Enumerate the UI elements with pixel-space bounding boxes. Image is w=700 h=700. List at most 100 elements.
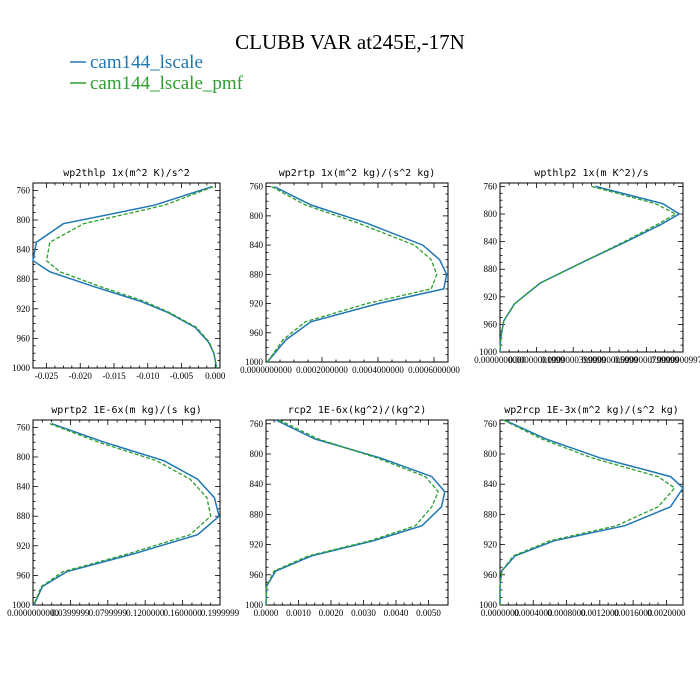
x-tick-label: 0.00000001999 xyxy=(508,355,565,365)
series-line-lscale-pmf xyxy=(266,186,438,363)
x-tick-label: 0.0016000 xyxy=(614,608,653,618)
y-tick-label: 1000 xyxy=(479,600,498,610)
x-tick-label: 0.0799999 xyxy=(89,608,128,618)
legend-label-pmf: cam144_lscale_pmf xyxy=(90,73,244,94)
y-tick-label: 760 xyxy=(250,182,264,192)
x-tick-label: 0.0000000997000 xyxy=(650,355,700,365)
panel-frame xyxy=(499,182,684,353)
y-tick-label: 960 xyxy=(484,319,498,329)
x-tick-label: -0.020 xyxy=(69,371,93,381)
y-tick-label: 920 xyxy=(17,541,31,551)
series-line-lscale-pmf xyxy=(33,423,212,606)
x-tick-label: 0.1999999 xyxy=(201,608,240,618)
x-tick-label: 0.0006000000 xyxy=(408,365,460,375)
y-tick-label: 840 xyxy=(484,237,498,247)
x-tick-label: 0.0030 xyxy=(351,608,376,618)
x-tick-label: -0.010 xyxy=(136,371,160,381)
panel-frame xyxy=(32,419,221,606)
y-tick-label: 840 xyxy=(250,240,264,250)
x-tick-label: 0.0040 xyxy=(384,608,409,618)
panel-5: rcp2 1E-6x(kg^2)/(kg^2) 760 800 840 880 920 96… xyxy=(245,405,449,618)
x-tick-label: 0.0000000 xyxy=(481,608,520,618)
y-tick-label: 800 xyxy=(17,215,31,225)
y-tick-label: 760 xyxy=(484,181,498,191)
y-tick-label: 840 xyxy=(484,479,498,489)
x-tick-label: 0.1200000 xyxy=(126,608,165,618)
y-tick-label: 920 xyxy=(250,299,264,309)
y-tick-label: 960 xyxy=(250,328,264,338)
y-tick-label: 1000 xyxy=(245,600,264,610)
y-tick-label: 880 xyxy=(484,509,498,519)
panel-frame xyxy=(265,419,449,606)
y-tick-label: 960 xyxy=(17,333,31,343)
panel-title: rcp2 1E-6x(kg^2)/(kg^2) xyxy=(288,405,426,416)
panel-title: wprtp2 1E-6x(m kg)/(s kg) xyxy=(51,405,202,416)
y-tick-label: 760 xyxy=(484,419,498,429)
x-tick-label: 0.0000000399999 xyxy=(541,355,607,365)
x-tick-label: 0.0002000000 xyxy=(296,365,348,375)
x-tick-label: -0.025 xyxy=(35,371,59,381)
series-line-lscale xyxy=(499,185,681,353)
y-tick-label: 920 xyxy=(17,304,31,314)
series-line-lscale-pmf xyxy=(499,419,676,605)
y-tick-label: 760 xyxy=(250,419,264,429)
y-tick-label: 920 xyxy=(484,540,498,550)
y-tick-label: 1000 xyxy=(12,363,31,373)
y-tick-label: 800 xyxy=(17,452,31,462)
y-tick-label: 1000 xyxy=(12,600,31,610)
legend: cam144_lscale cam144_lscale_pmf xyxy=(70,52,244,94)
panel-2: wp2rtp 1x(m^2 kg)/(s^2 kg) 760 800 840 880 92… xyxy=(240,168,460,375)
series-line-lscale-pmf xyxy=(499,185,678,353)
series-line-lscale xyxy=(266,186,448,363)
panel-title: wp2rtp 1x(m^2 kg)/(s^2 kg) xyxy=(279,168,436,179)
y-tick-label: 920 xyxy=(484,292,498,302)
x-tick-label: 0.0000000799999 xyxy=(614,355,680,365)
x-tick-label: 0.0050 xyxy=(416,608,441,618)
y-tick-label: 840 xyxy=(17,245,31,255)
x-tick-label: 0.0004000000 xyxy=(352,365,404,375)
legend-label-lscale: cam144_lscale xyxy=(90,52,203,73)
y-tick-label: 1000 xyxy=(479,347,498,357)
y-tick-label: 1000 xyxy=(245,357,264,367)
panel-4: wprtp2 1E-6x(m kg)/(s kg) 760 800 840 880 920… xyxy=(7,405,240,618)
y-tick-label: 880 xyxy=(484,264,498,274)
y-tick-label: 960 xyxy=(17,570,31,580)
y-tick-label: 840 xyxy=(250,479,264,489)
x-tick-label: 0.00000005999 xyxy=(582,355,639,365)
panel-frame xyxy=(32,182,221,369)
y-tick-label: 800 xyxy=(250,449,264,459)
y-tick-label: 800 xyxy=(484,209,498,219)
panel-3: wpthlp2 1x(m K^2)/s 760 800 840 880 920 960 100… xyxy=(474,168,700,365)
y-tick-label: 880 xyxy=(250,509,264,519)
x-tick-label: 0.0000000000 xyxy=(240,365,292,375)
y-tick-label: 800 xyxy=(250,211,264,221)
x-tick-label: 0.0020000 xyxy=(647,608,686,618)
series-line-lscale xyxy=(499,419,684,605)
x-tick-label: 0.0008000 xyxy=(547,608,586,618)
panel-frame xyxy=(265,182,449,363)
y-tick-label: 880 xyxy=(17,511,31,521)
x-tick-label: -0.015 xyxy=(102,371,126,381)
series-line-lscale-pmf xyxy=(45,186,218,369)
x-tick-label: 0.0399999 xyxy=(51,608,90,618)
y-tick-label: 840 xyxy=(17,482,31,492)
x-tick-label: 0.0012000 xyxy=(581,608,620,618)
series-line-lscale xyxy=(33,422,220,606)
y-tick-label: 760 xyxy=(17,422,31,432)
series-line-lscale xyxy=(32,185,218,369)
x-tick-label: 0.0000000000 xyxy=(7,608,59,618)
figure-title: CLUBB VAR at245E,-17N xyxy=(235,30,465,54)
x-tick-label: 0.0000 xyxy=(254,608,279,618)
x-tick-label: 0.0010 xyxy=(286,608,311,618)
y-tick-label: 920 xyxy=(250,540,264,550)
series-line-lscale-pmf xyxy=(265,419,440,606)
x-tick-label: 0.0020 xyxy=(319,608,344,618)
y-tick-label: 880 xyxy=(17,274,31,284)
x-tick-label: 0.0004000 xyxy=(514,608,553,618)
panels: wp2thlp 1x(m^2 K)/s^2 760 800 840 880 920 960 1… xyxy=(7,168,700,618)
y-tick-label: 760 xyxy=(17,185,31,195)
x-tick-label: -0.005 xyxy=(170,371,194,381)
y-tick-label: 800 xyxy=(484,449,498,459)
y-tick-label: 880 xyxy=(250,269,264,279)
